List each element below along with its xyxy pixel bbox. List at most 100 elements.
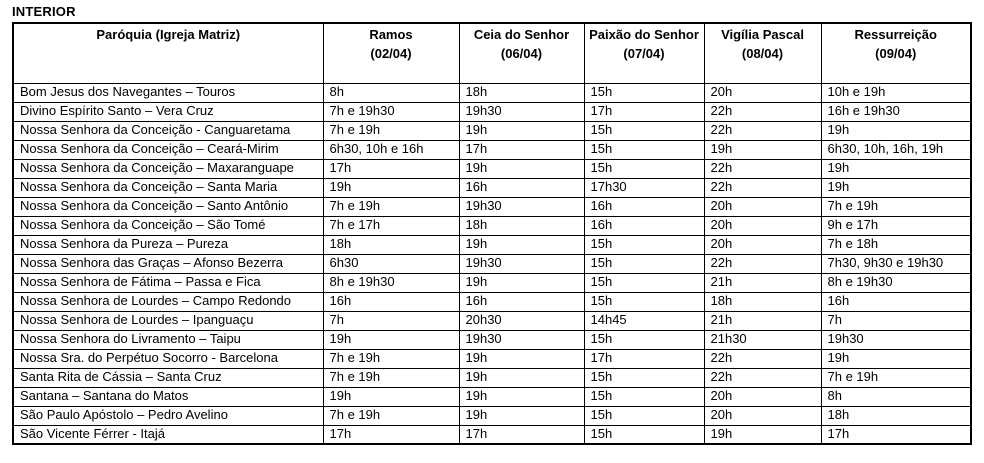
time-cell: 21h [703,310,822,331]
time-cell: 19h30 [458,101,585,122]
time-cell: 22h [703,177,822,198]
time-cell: 7h e 19h [322,120,460,141]
time-cell: 19h [458,120,585,141]
parish-cell: Nossa Senhora da Conceição – Santo Antôn… [12,196,324,217]
time-cell: 15h [583,234,705,255]
column-header-parish: Paróquia (Igreja Matriz) [12,22,324,84]
time-cell: 17h [322,424,460,445]
time-cell: 7h e 19h [820,196,972,217]
column-header-paixao: Paixão do Senhor (07/04) [583,22,705,84]
time-cell: 19h [458,272,585,293]
time-cell: 16h [458,177,585,198]
time-cell: 19h [458,158,585,179]
time-cell: 19h [458,348,585,369]
time-cell: 19h30 [458,196,585,217]
time-cell: 15h [583,405,705,426]
time-cell: 10h e 19h [820,82,972,103]
time-cell: 6h30, 10h, 16h, 19h [820,139,972,160]
time-cell: 6h30, 10h e 16h [322,139,460,160]
mass-schedule-table: Paróquia (Igreja Matriz) Ramos (02/04) C… [12,22,972,445]
parish-cell: São Paulo Apóstolo – Pedro Avelino [12,405,324,426]
time-cell: 19h [322,177,460,198]
table-row: Santana – Santana do Matos 19h 19h 15h 20h 8h [12,386,972,407]
time-cell: 15h [583,272,705,293]
time-cell: 20h [703,82,822,103]
parish-cell: Santana – Santana do Matos [12,386,324,407]
time-cell: 18h [703,291,822,312]
time-cell: 18h [458,82,585,103]
time-cell: 17h [583,348,705,369]
time-cell: 16h [322,291,460,312]
column-header-label: Vigília Pascal [721,27,804,42]
parish-cell: Nossa Senhora da Conceição – São Tomé [12,215,324,236]
time-cell: 7h [820,310,972,331]
time-cell: 15h [583,120,705,141]
page: INTERIOR Paróquia (Igreja Matriz) Ramos … [12,4,972,445]
time-cell: 19h [820,158,972,179]
column-header-ceia: Ceia do Senhor (06/04) [458,22,585,84]
time-cell: 7h e 19h [322,348,460,369]
parish-cell: Nossa Senhora do Livramento – Taipu [12,329,324,350]
table-row: Nossa Senhora das Graças – Afonso Bezerr… [12,253,972,274]
time-cell: 7h e 19h30 [322,101,460,122]
parish-cell: Divino Espírito Santo – Vera Cruz [12,101,324,122]
time-cell: 7h [322,310,460,331]
table-row: Bom Jesus dos Navegantes – Touros 8h 18h 15… [12,82,972,103]
time-cell: 21h30 [703,329,822,350]
table-header: Paróquia (Igreja Matriz) Ramos (02/04) C… [12,22,972,84]
time-cell: 19h [322,329,460,350]
table-row: São Vicente Férrer - Itajá 17h 17h 15h 19h 17… [12,424,972,445]
column-header-date: (02/04) [370,45,412,61]
time-cell: 6h30 [322,253,460,274]
time-cell: 20h [703,405,822,426]
parish-cell: Nossa Senhora da Pureza – Pureza [12,234,324,255]
time-cell: 18h [458,215,585,236]
column-header-date: (06/04) [500,45,543,61]
time-cell: 20h [703,215,822,236]
table-body: Bom Jesus dos Navegantes – Touros 8h 18h 15… [12,82,972,445]
time-cell: 20h [703,234,822,255]
time-cell: 19h [458,386,585,407]
time-cell: 7h e 18h [820,234,972,255]
time-cell: 22h [703,348,822,369]
table-row: São Paulo Apóstolo – Pedro Avelino 7h e 1… [12,405,972,426]
time-cell: 19h [703,139,822,160]
time-cell: 8h e 19h30 [820,272,972,293]
time-cell: 9h e 17h [820,215,972,236]
parish-cell: Nossa Senhora da Conceição – Santa Maria [12,177,324,198]
column-header-date: (09/04) [875,45,917,61]
table-row: Nossa Senhora da Conceição – São Tomé 7h … [12,215,972,236]
time-cell: 8h e 19h30 [322,272,460,293]
column-header-ramos: Ramos (02/04) [322,22,460,84]
time-cell: 17h [583,101,705,122]
time-cell: 15h [583,253,705,274]
time-cell: 8h [322,82,460,103]
parish-cell: Nossa Senhora da Conceição – Maxaranguap… [12,158,324,179]
time-cell: 16h [820,291,972,312]
parish-cell: Nossa Senhora da Conceição – Ceará-Mirim [12,139,324,160]
time-cell: 18h [820,405,972,426]
time-cell: 20h [703,196,822,217]
time-cell: 19h30 [820,329,972,350]
time-cell: 15h [583,386,705,407]
time-cell: 20h [703,386,822,407]
time-cell: 22h [703,158,822,179]
parish-cell: Santa Rita de Cássia – Santa Cruz [12,367,324,388]
time-cell: 22h [703,101,822,122]
time-cell: 22h [703,367,822,388]
time-cell: 8h [820,386,972,407]
parish-cell: Nossa Sra. do Perpétuo Socorro - Barcelo… [12,348,324,369]
column-header-label: Ressurreição [854,27,937,42]
time-cell: 7h e 19h [322,196,460,217]
time-cell: 16h [458,291,585,312]
time-cell: 17h [820,424,972,445]
time-cell: 15h [583,367,705,388]
time-cell: 17h [322,158,460,179]
table-row: Divino Espírito Santo – Vera Cruz 7h e 19… [12,101,972,122]
parish-cell: Bom Jesus dos Navegantes – Touros [12,82,324,103]
time-cell: 21h [703,272,822,293]
parish-cell: São Vicente Férrer - Itajá [12,424,324,445]
table-row: Nossa Senhora da Pureza – Pureza 18h 19h 15… [12,234,972,255]
column-header-label: Paróquia (Igreja Matriz) [96,27,241,42]
time-cell: 17h [458,424,585,445]
